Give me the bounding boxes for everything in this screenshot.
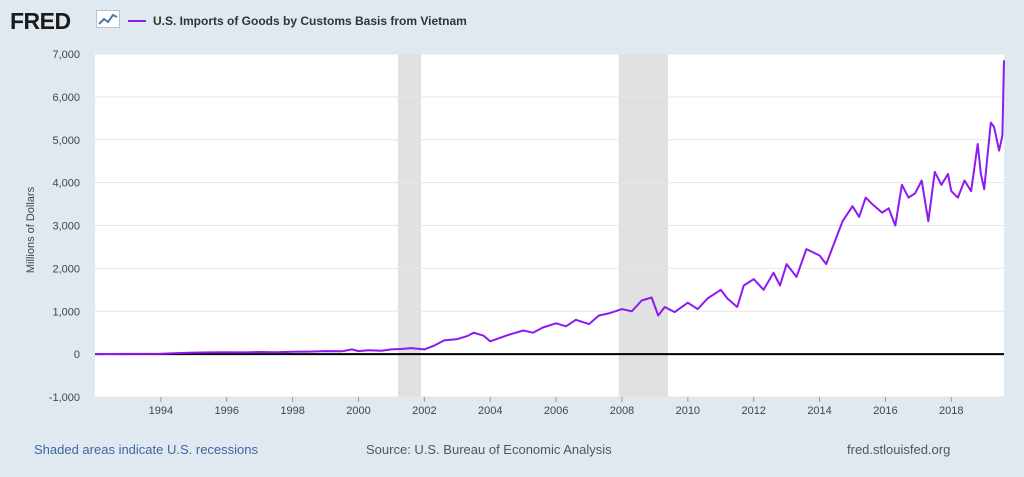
- x-tick-label: 1994: [149, 405, 173, 417]
- x-tick-label: 2004: [478, 405, 502, 417]
- series-title[interactable]: U.S. Imports of Goods by Customs Basis f…: [153, 14, 467, 28]
- y-axis-label: Millions of Dollars: [25, 186, 37, 274]
- x-tick-label: 2012: [741, 405, 765, 417]
- x-tick-label: 1998: [280, 405, 304, 417]
- chart-line-icon: [96, 10, 120, 28]
- x-tick-label: 2006: [544, 405, 568, 417]
- recession-band: [398, 54, 422, 397]
- fred-logo[interactable]: FRED: [10, 8, 71, 34]
- plot-area: [95, 54, 1004, 397]
- y-tick-label: 2,000: [52, 263, 80, 275]
- y-tick-label: 4,000: [52, 178, 80, 190]
- x-tick-label: 2000: [346, 405, 370, 417]
- legend-swatch: [128, 20, 146, 22]
- chart-legend: U.S. Imports of Goods by Customs Basis f…: [128, 14, 467, 28]
- site-url[interactable]: fred.stlouisfed.org: [847, 442, 951, 457]
- x-tick-label: 1996: [214, 405, 238, 417]
- x-tick-label: 2014: [807, 405, 831, 417]
- y-tick-label: 7,000: [52, 49, 80, 61]
- y-tick-label: 5,000: [52, 135, 80, 147]
- recession-note-link[interactable]: Shaded areas indicate U.S. recessions: [34, 442, 259, 457]
- x-tick-label: 2002: [412, 405, 436, 417]
- series-line: [94, 60, 1005, 356]
- x-tick-label: 2008: [610, 405, 634, 417]
- y-tick-label: 3,000: [52, 221, 80, 233]
- x-tick-label: 2016: [873, 405, 897, 417]
- y-tick-label: 6,000: [52, 92, 80, 104]
- source-text: Source: U.S. Bureau of Economic Analysis: [366, 442, 612, 457]
- y-tick-label: 1,000: [52, 306, 80, 318]
- y-tick-label: -1,000: [49, 392, 80, 404]
- recession-band: [618, 54, 669, 397]
- y-tick-label: 0: [74, 349, 80, 361]
- x-tick-label: 2018: [939, 405, 963, 417]
- x-tick-label: 2010: [676, 405, 700, 417]
